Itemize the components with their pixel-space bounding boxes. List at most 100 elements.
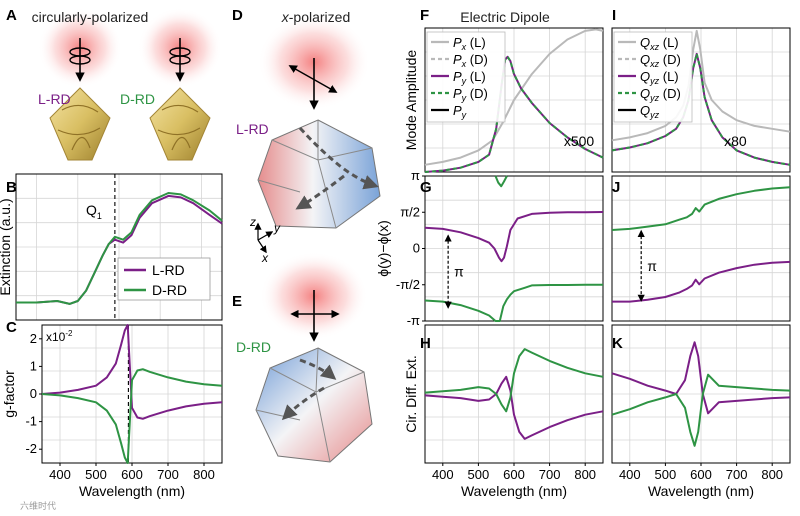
- x-axis-label: Wavelength (nm): [79, 483, 185, 499]
- x-tick-label: 500: [655, 467, 677, 482]
- legend-subscript: xz: [649, 42, 660, 52]
- watermark: 六维时代: [20, 500, 56, 511]
- chart-c: 400 500 600 700 800 Wavelength (nm) 2 1 0 -1 -2 g-f…: [1, 324, 223, 499]
- amplitude-multiplier: x80: [724, 133, 747, 149]
- series-line: [611, 186, 791, 231]
- panel-letter-f: F: [420, 7, 429, 24]
- legend-suffix: (D): [659, 86, 681, 101]
- panel-f-title: Electric Dipole: [460, 9, 550, 25]
- scale-factor-exp: -2: [65, 329, 73, 338]
- x-tick-label: 400: [49, 467, 71, 482]
- axes-triad: [254, 222, 274, 254]
- current-arrow: [295, 174, 345, 210]
- y-tick-label: 0: [413, 241, 420, 256]
- legend-symbol: Q: [640, 86, 650, 101]
- x-axis-label: Wavelength (nm): [461, 483, 567, 499]
- series-line: [424, 375, 604, 440]
- series-line: [16, 192, 223, 305]
- q1-annotation-main: Q: [86, 202, 97, 218]
- current-arrow: [281, 386, 325, 421]
- legend-symbol: Q: [640, 52, 650, 67]
- legend-suffix: (D): [466, 86, 488, 101]
- y-tick-label: -2: [25, 441, 37, 456]
- panel-letter-h: H: [420, 335, 431, 352]
- series-line: [424, 283, 603, 322]
- y-tick-label: -π/2: [396, 277, 420, 292]
- chart-j: π: [611, 175, 791, 322]
- chart-g: π π/2 0 -π/2 -π ϕ(y)−ϕ(x) π: [375, 168, 604, 328]
- legend-suffix: (L): [466, 69, 486, 84]
- x-tick-label: 500: [85, 467, 107, 482]
- q1-annotation: Q1: [86, 202, 102, 221]
- axis-x-label: x: [261, 251, 269, 265]
- y-axis-label: Cir. Diff. Ext.: [403, 355, 419, 433]
- series-line: [494, 175, 508, 188]
- axis-y-label: y: [273, 221, 281, 235]
- x-tick-label: 800: [574, 467, 596, 482]
- y-tick-label: -1: [25, 414, 37, 429]
- legend-suffix: (L): [659, 35, 679, 50]
- current-arrow: [298, 126, 379, 190]
- y-axis-label: ϕ(y)−ϕ(x): [375, 220, 391, 277]
- y-axis-label: Extinction (a.u.): [0, 198, 13, 295]
- y-tick-label: -π: [407, 313, 420, 328]
- panel-letter-b: B: [6, 179, 17, 196]
- legend-suffix: (L): [659, 69, 679, 84]
- legend-subscript: xz: [649, 59, 660, 69]
- chart-h: 400 500 600 700 800 Wavelength (nm) Cir. Diff.…: [403, 324, 604, 499]
- series-line: [611, 341, 791, 415]
- plot-frame: [611, 175, 791, 322]
- plot-frame: [15, 173, 223, 321]
- panel-d-title: x-polarized: [281, 9, 350, 25]
- panel-letter-c: C: [6, 319, 17, 336]
- legend-label: Px (D): [453, 52, 488, 69]
- series-line: [611, 29, 791, 142]
- legend-label: Qyz: [640, 103, 660, 120]
- legend-label: Qxz (D): [640, 52, 681, 69]
- panel-d-label: L-RD: [236, 121, 269, 137]
- panel-e-illustration: [255, 252, 373, 463]
- legend-label: Qxz (L): [640, 35, 679, 52]
- legend-label: Qyz (D): [640, 86, 681, 103]
- panel-e-label: D-RD: [236, 339, 271, 355]
- series-line: [41, 324, 223, 420]
- x-tick-label: 500: [468, 467, 490, 482]
- panel-a-right-label: D-RD: [120, 91, 155, 107]
- y-axis-label: g-factor: [1, 370, 17, 418]
- legend-subscript: x: [461, 42, 467, 52]
- legend-symbol: P: [453, 86, 462, 101]
- legend-subscript: y: [461, 110, 467, 120]
- legend-subscript: y: [461, 76, 467, 86]
- scale-factor-base: x10: [46, 330, 66, 344]
- legend-label: Py (D): [453, 86, 488, 103]
- x-tick-label: 700: [539, 467, 561, 482]
- series-line: [611, 373, 791, 447]
- legend-suffix: (D): [466, 52, 488, 67]
- legend-symbol: Q: [640, 103, 650, 118]
- circular-pol-icon: [169, 55, 191, 65]
- legend-suffix: (L): [466, 35, 486, 50]
- gold-rhombic-dodecahedron-right: [149, 87, 211, 161]
- legend-suffix: (D): [659, 52, 681, 67]
- series-line: [424, 211, 604, 263]
- legend-symbol: P: [453, 35, 462, 50]
- panel-letter-j: J: [612, 179, 620, 196]
- panel-letter-i: I: [612, 7, 616, 24]
- legend-box: [117, 257, 211, 301]
- legend-symbol: Q: [640, 69, 650, 84]
- y-tick-label: 1: [30, 358, 37, 373]
- q1-annotation-sub: 1: [97, 211, 102, 221]
- legend-label: Py (L): [453, 69, 486, 86]
- series-line: [424, 28, 604, 166]
- panel-letter-a: A: [6, 7, 17, 24]
- x-tick-label: 600: [503, 467, 525, 482]
- x-tick-label: 400: [432, 467, 454, 482]
- scale-factor-label: x10-2: [46, 329, 73, 344]
- chart-b: Extinction (a.u.) Q1 L-RD D-RD: [0, 173, 223, 321]
- plot-frame: [424, 27, 604, 173]
- gold-rhombic-dodecahedron-left: [49, 87, 111, 161]
- legend-subscript: x: [461, 59, 467, 69]
- x-tick-label: 700: [157, 467, 179, 482]
